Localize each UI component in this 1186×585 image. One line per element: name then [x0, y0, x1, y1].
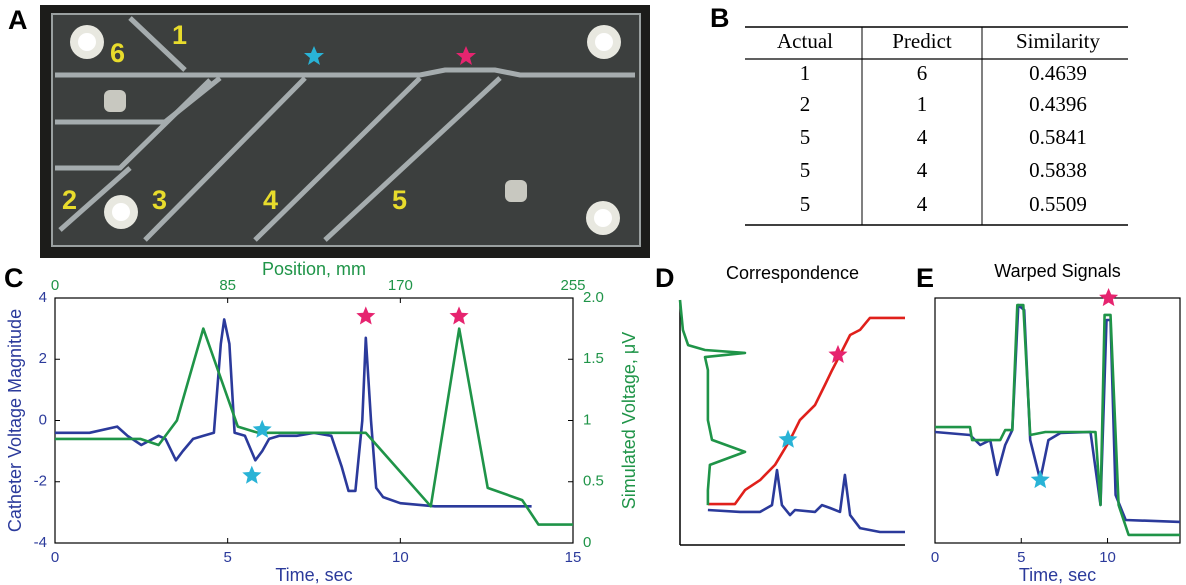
y2-axis-label: Simulated Voltage, μV: [619, 332, 639, 509]
star-marker: [1099, 288, 1119, 307]
table-cell: 0.5838: [1029, 158, 1087, 182]
table-cell: 5: [800, 125, 811, 149]
series-line: [678, 299, 747, 506]
device-photo: 1 6 2 3 4 5: [40, 5, 650, 258]
y2-tick-label: 0.5: [583, 473, 604, 490]
table-cell: 6: [917, 61, 928, 85]
panel-label: B: [710, 3, 730, 33]
y-tick-label: 0: [39, 411, 47, 428]
star-marker: [252, 419, 272, 438]
table-cell: 0.4396: [1029, 92, 1087, 116]
y-tick-label: 4: [39, 289, 47, 306]
y-tick-label: 2: [39, 350, 47, 367]
x-tick-label: 5: [223, 549, 231, 566]
panel-label: E: [916, 263, 934, 293]
y2-tick-label: 1: [583, 411, 591, 428]
channel-label: 5: [392, 185, 407, 215]
star-marker: [242, 465, 262, 484]
x2-tick-label: 0: [51, 277, 59, 294]
channel-label: 3: [152, 185, 167, 215]
channel-label: 6: [110, 38, 125, 68]
x-tick-label: 0: [931, 549, 939, 566]
table-cell: 0.4639: [1029, 61, 1087, 85]
x2-tick-label: 170: [388, 277, 413, 294]
series-line: [934, 303, 1181, 524]
series-line: [55, 327, 573, 526]
channel-label: 2: [62, 185, 77, 215]
x2-axis-label: Position, mm: [262, 259, 366, 279]
y-axis-label: Catheter Voltage Magnitude: [5, 309, 25, 532]
table-cell: 5: [800, 192, 811, 216]
series-line: [55, 318, 532, 508]
channel-label: 4: [263, 185, 278, 215]
table: [745, 26, 1128, 226]
x-tick-label: 15: [565, 549, 582, 566]
table-cell: 2: [800, 92, 811, 116]
table-cell: 1: [917, 92, 928, 116]
star-marker: [356, 306, 376, 325]
table-header: Similarity: [1016, 29, 1101, 53]
star-marker: [778, 429, 798, 448]
channel-label: 1: [172, 20, 187, 50]
chart-title: Correspondence: [726, 263, 859, 283]
plot-frame: [934, 297, 1181, 544]
table-cell: 5: [800, 158, 811, 182]
chart-title: Warped Signals: [994, 261, 1120, 281]
table-header: Predict: [892, 29, 952, 53]
y2-tick-label: 0: [583, 534, 591, 551]
y2-tick-label: 2.0: [583, 289, 604, 306]
x2-tick-label: 255: [560, 277, 585, 294]
panel-label: D: [655, 263, 675, 293]
series-line: [707, 468, 905, 534]
star-marker: [1030, 470, 1050, 489]
table-header: Actual: [777, 29, 833, 53]
star-marker: [449, 306, 469, 325]
panel-label: A: [8, 5, 28, 35]
x-tick-label: 0: [51, 549, 59, 566]
table-cell: 0.5509: [1029, 192, 1087, 216]
x-axis-label: Time, sec: [1019, 565, 1096, 585]
x2-tick-label: 85: [219, 277, 236, 294]
x-tick-label: 10: [1099, 549, 1116, 566]
y-tick-label: -2: [34, 473, 47, 490]
series-line: [707, 316, 905, 506]
panel-label: C: [4, 263, 24, 293]
star-marker: [828, 344, 848, 363]
table-cell: 4: [917, 192, 928, 216]
table-cell: 0.5841: [1029, 125, 1087, 149]
x-tick-label: 5: [1017, 549, 1025, 566]
y2-tick-label: 1.5: [583, 350, 604, 367]
table-cell: 4: [917, 125, 928, 149]
series-line: [935, 303, 1180, 537]
table-cell: 4: [917, 158, 928, 182]
y-tick-label: -4: [34, 534, 47, 551]
x-tick-label: 10: [392, 549, 409, 566]
table-cell: 1: [800, 61, 811, 85]
x-axis-label: Time, sec: [275, 565, 352, 585]
